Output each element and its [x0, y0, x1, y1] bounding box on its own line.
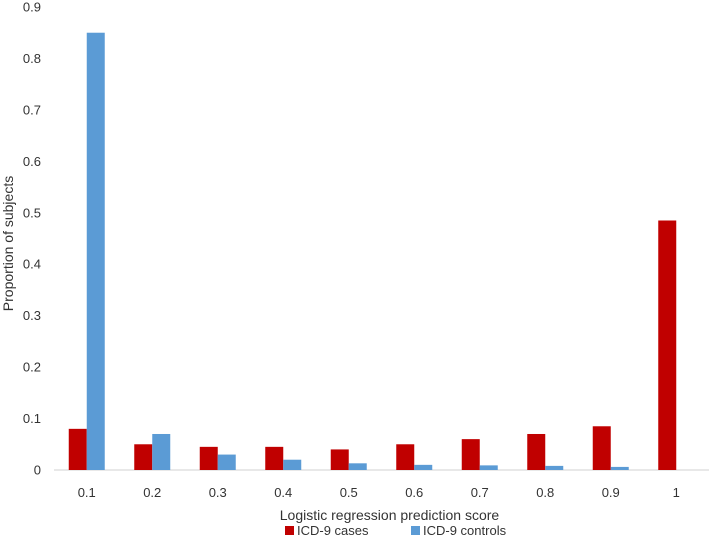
legend-swatch-controls: [411, 526, 420, 535]
y-tick-label: 0.7: [23, 102, 41, 117]
legend-swatch-cases: [285, 526, 294, 535]
y-tick-label: 0.6: [23, 154, 41, 169]
legend: ICD-9 cases ICD-9 controls: [285, 523, 507, 538]
x-axis: 0.1 0.2 0.3 0.4 0.5 0.6 0.7 0.8 0.9 1: [78, 485, 680, 500]
y-axis: 0 0.1 0.2 0.3 0.4 0.5 0.6 0.7 0.8 0.9: [23, 0, 41, 478]
y-tick-label: 0.8: [23, 51, 41, 66]
bars: [68, 32, 677, 470]
x-tick-label: 0.7: [471, 485, 489, 500]
bar-controls: [610, 466, 629, 470]
legend-label-cases: ICD-9 cases: [297, 523, 369, 538]
x-tick-label: 0.2: [143, 485, 161, 500]
x-tick-label: 0.9: [602, 485, 620, 500]
y-tick-label: 0.4: [23, 257, 41, 272]
x-tick-label: 0.8: [536, 485, 554, 500]
x-tick-label: 0.6: [405, 485, 423, 500]
bar-cases: [199, 446, 218, 470]
bar-cases: [68, 428, 87, 470]
bar-cases: [592, 426, 611, 470]
bar-cases: [396, 444, 415, 470]
bar-cases: [134, 444, 153, 470]
y-tick-label: 0.3: [23, 308, 41, 323]
bar-controls: [86, 32, 105, 470]
bar-cases: [461, 439, 480, 470]
y-tick-label: 0.9: [23, 0, 41, 15]
bar-controls: [545, 465, 564, 470]
bar-controls: [152, 433, 171, 470]
bar-cases: [658, 220, 677, 470]
x-tick-label: 0.3: [209, 485, 227, 500]
y-tick-label: 0: [34, 463, 41, 478]
x-axis-title: Logistic regression prediction score: [280, 507, 500, 523]
y-tick-label: 0.2: [23, 360, 41, 375]
x-tick-label: 0.1: [78, 485, 96, 500]
x-tick-label: 0.4: [274, 485, 292, 500]
bar-cases: [265, 446, 284, 470]
y-axis-title: Proportion of subjects: [0, 176, 16, 311]
bar-controls: [348, 463, 367, 470]
bar-controls: [479, 465, 498, 470]
x-tick-label: 0.5: [340, 485, 358, 500]
y-tick-label: 0.5: [23, 205, 41, 220]
legend-label-controls: ICD-9 controls: [423, 523, 507, 538]
y-tick-label: 0.1: [23, 411, 41, 426]
bar-controls: [414, 464, 433, 470]
bar-controls: [217, 454, 236, 470]
x-tick-label: 1: [673, 485, 680, 500]
bar-cases: [330, 449, 349, 470]
bar-controls: [283, 459, 302, 470]
bar-cases: [527, 433, 546, 470]
